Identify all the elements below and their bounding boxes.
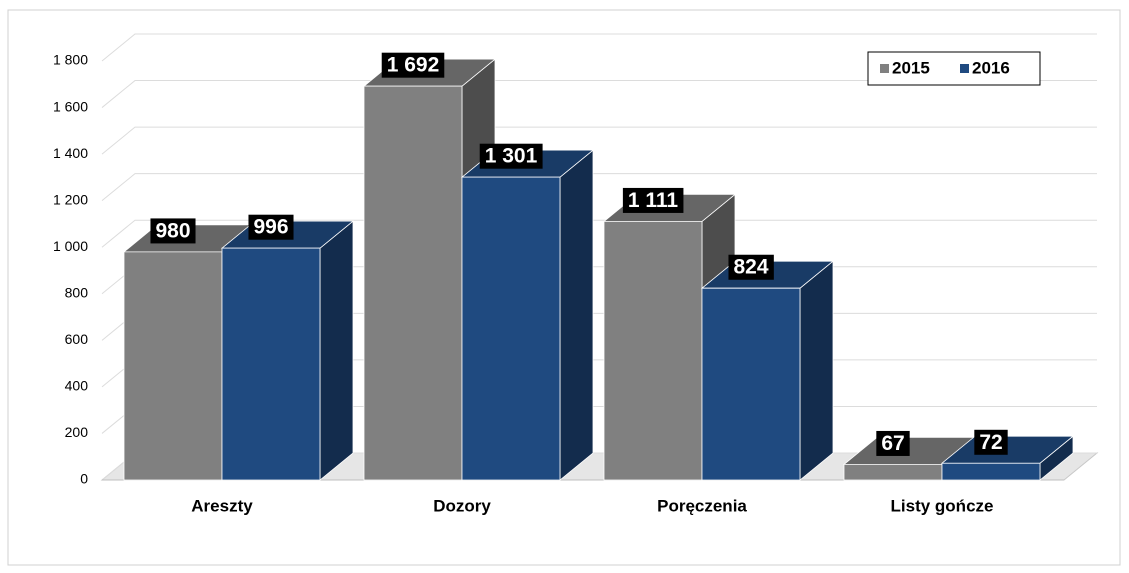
value-label-bg <box>876 430 910 456</box>
legend-swatch <box>880 64 889 73</box>
value-label: 996 <box>253 216 288 239</box>
value-label-bg <box>622 187 684 213</box>
bar-face <box>799 260 834 481</box>
y-tick-label: 400 <box>65 378 89 394</box>
bar-face <box>603 220 703 481</box>
value-label-bg <box>974 429 1008 455</box>
bar <box>700 260 835 481</box>
x-tick-label: Poręczenia <box>657 496 747 515</box>
legend-swatch <box>960 64 969 73</box>
x-tick-label: Listy gończe <box>891 496 994 515</box>
y-tick-label: 800 <box>65 284 89 300</box>
bar-face <box>843 464 943 481</box>
bar-face <box>123 251 223 481</box>
value-label-bg <box>728 254 774 280</box>
grid-line <box>101 80 1097 108</box>
y-tick-label: 1 400 <box>53 145 88 161</box>
y-tick-label: 1 600 <box>53 98 88 114</box>
bar-face <box>559 149 594 481</box>
legend-label: 2016 <box>972 58 1010 77</box>
bar-face <box>701 287 801 481</box>
bar-face <box>221 247 321 481</box>
bar <box>220 220 355 481</box>
value-label-bg <box>381 52 445 78</box>
y-tick-label: 600 <box>65 331 89 347</box>
y-tick-label: 200 <box>65 424 89 440</box>
value-label: 67 <box>881 432 904 455</box>
bar-face <box>461 176 561 481</box>
grid-line <box>101 126 1097 155</box>
legend <box>867 51 1041 86</box>
x-tick-label: Dozory <box>433 496 491 515</box>
bar <box>460 149 595 481</box>
bar-face <box>319 220 354 481</box>
value-label: 1 692 <box>387 54 440 77</box>
value-label: 824 <box>733 256 768 279</box>
value-label: 72 <box>979 431 1002 454</box>
y-tick-label: 1 200 <box>53 191 88 207</box>
x-tick-label: Areszty <box>191 496 253 515</box>
value-label-bg <box>479 143 543 169</box>
grid-line <box>101 173 1097 202</box>
y-tick-label: 1 000 <box>53 238 88 254</box>
bar-face <box>941 462 1041 481</box>
value-label-bg <box>150 218 196 244</box>
y-tick-label: 1 800 <box>53 52 88 68</box>
bar-face <box>363 85 463 481</box>
grid-line <box>101 33 1097 62</box>
value-label: 1 111 <box>628 189 679 212</box>
value-label-bg <box>248 214 294 240</box>
y-tick-label: 0 <box>80 471 88 487</box>
legend-label: 2015 <box>892 58 930 77</box>
value-label: 980 <box>155 219 190 242</box>
grid-line <box>101 219 1097 248</box>
value-label: 1 301 <box>485 145 538 168</box>
